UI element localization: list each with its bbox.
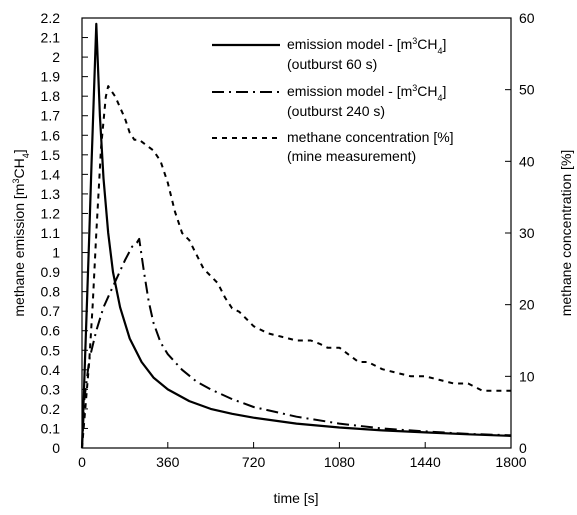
y-right-tick-label: 0: [519, 440, 527, 456]
x-tick-label: 1440: [410, 454, 441, 470]
y-left-ticks: 0 0.1 0.2 0.3 0.4 0.5 0.6 0.7 0.8 0.9 1 1.1 1.2 1.3 1.…: [41, 10, 88, 456]
legend-sublabel-series-2: (outburst 240 s): [287, 103, 385, 119]
x-tick-label: 360: [156, 454, 180, 470]
x-tick-label: 0: [78, 454, 86, 470]
legend-sublabel-series-3: (mine measurement): [287, 148, 416, 164]
legend-label-series-2: emission model - [m3CH4]: [287, 83, 446, 103]
y-left-tick-label: 0.8: [41, 284, 61, 300]
y-left-tick-label: 0.7: [41, 303, 61, 319]
y-right-tick-label: 20: [519, 297, 535, 313]
y-left-tick-label: 0.5: [41, 342, 61, 358]
x-tick-label: 1800: [495, 454, 526, 470]
y-left-tick-label: 1.9: [41, 69, 61, 85]
y-right-tick-label: 40: [519, 153, 535, 169]
y-left-tick-label: 1.8: [41, 88, 61, 104]
x-axis-label: time [s]: [273, 490, 318, 506]
series-layer: [80, 22, 512, 449]
y-left-tick-label: 0.3: [41, 381, 61, 397]
series-line-2: [81, 237, 512, 449]
y-left-tick-label: 1.5: [41, 147, 61, 163]
legend-sublabel-series-1: (outburst 60 s): [287, 56, 377, 72]
y-left-tick-label: 2: [52, 49, 60, 65]
legend-label-series-1: emission model - [m3CH4]: [287, 36, 446, 56]
y-right-tick-label: 50: [519, 82, 535, 98]
y-right-axis-label: methane concentration [%]: [558, 150, 574, 317]
y-left-tick-label: 1.2: [41, 205, 61, 221]
x-tick-label: 720: [242, 454, 266, 470]
series-line-1: [80, 22, 512, 449]
y-left-tick-label: 1.1: [41, 225, 61, 241]
series-line-3: [81, 85, 511, 449]
legend-label-series-3: methane concentration [%]: [287, 129, 454, 145]
y-left-tick-label: 1: [52, 245, 60, 261]
y-right-tick-label: 60: [519, 10, 535, 26]
y-left-tick-label: 0.2: [41, 401, 61, 417]
y-left-axis-label: methane emission [m3CH4]: [11, 149, 31, 316]
y-left-tick-label: 1.7: [41, 108, 61, 124]
y-left-tick-label: 0.1: [41, 420, 61, 436]
legend: emission model - [m3CH4] (outburst 60 s)…: [212, 36, 454, 164]
y-left-tick-label: 1.3: [41, 186, 61, 202]
y-left-tick-label: 2.2: [41, 10, 61, 26]
y-left-tick-label: 1.4: [41, 166, 61, 182]
y-right-tick-label: 30: [519, 225, 535, 241]
y-right-ticks: 0 10 20 30 40 50 60: [505, 10, 535, 456]
y-right-tick-label: 10: [519, 368, 535, 384]
y-left-tick-label: 0.6: [41, 323, 61, 339]
y-left-tick-label: 0.4: [41, 362, 61, 378]
y-left-tick-label: 0: [52, 440, 60, 456]
x-tick-label: 1080: [324, 454, 355, 470]
x-ticks: 0 360 720 1080 1440 1800: [78, 442, 527, 470]
y-left-tick-label: 1.6: [41, 127, 61, 143]
y-left-tick-label: 0.9: [41, 264, 61, 280]
y-left-tick-label: 2.1: [41, 30, 61, 46]
